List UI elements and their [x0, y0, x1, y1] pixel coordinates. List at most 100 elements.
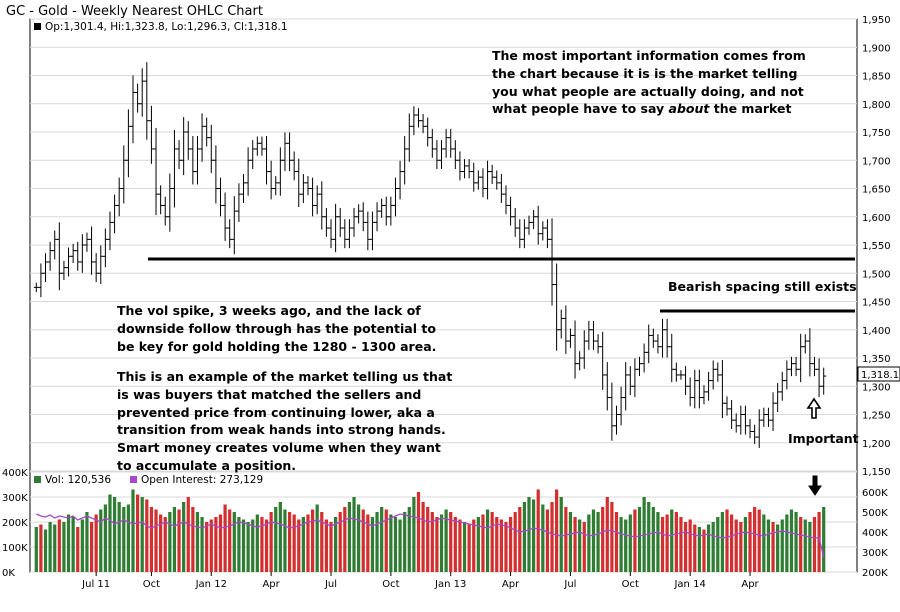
- volume-bar: [209, 519, 213, 572]
- volume-bar: [287, 512, 292, 572]
- ohlc-bar: [310, 177, 316, 217]
- time-tick-label: Jan 14: [673, 579, 705, 590]
- volume-bar: [191, 507, 195, 572]
- volume-bar: [587, 514, 591, 572]
- volume-bar: [720, 512, 725, 572]
- ohlc-bar: [351, 207, 357, 237]
- ohlc-bar: [706, 371, 712, 401]
- price-bars: [33, 62, 827, 448]
- volume-bar: [527, 497, 531, 572]
- ohlc-bar: [171, 129, 177, 208]
- volume-bar: [172, 507, 177, 572]
- ohlc-bar: [821, 367, 827, 395]
- ohlc-bar: [411, 106, 417, 136]
- volume-tick-label: 400K: [2, 468, 28, 479]
- volume-tick-label: 100K: [2, 543, 28, 554]
- ohlc-bar: [277, 147, 283, 196]
- ohlc-bar: [268, 160, 274, 200]
- ohlc-bar: [158, 185, 164, 215]
- open-interest-axis-right: 600K 500K 400K 300K 200K: [862, 488, 888, 579]
- volume-bar: [614, 512, 619, 572]
- volume-bar: [228, 509, 232, 572]
- volume-bar: [536, 489, 540, 572]
- ohlc-bar: [420, 113, 426, 134]
- ohlc-bar: [770, 392, 776, 431]
- volume-bar: [674, 512, 678, 572]
- time-tick-label: Apr: [741, 579, 759, 590]
- ohlc-bar: [761, 407, 767, 427]
- ohlc-bar: [282, 132, 288, 172]
- volume-bar: [430, 512, 434, 572]
- volume-bar: [711, 522, 715, 572]
- volume-bar: [683, 522, 688, 572]
- volume-bar: [255, 514, 259, 572]
- volume-bar: [426, 507, 430, 572]
- ohlc-bar: [287, 132, 293, 172]
- time-tick-label: Jan 13: [434, 579, 466, 590]
- ohlc-bar: [144, 62, 150, 140]
- volume-bar: [320, 512, 324, 572]
- price-tick-label: 1,250: [862, 411, 891, 422]
- volume-bar: [218, 514, 223, 572]
- volume-bar: [306, 514, 310, 572]
- volume-bar: [370, 517, 375, 572]
- volume-bar: [278, 502, 282, 572]
- ohlc-bar: [457, 151, 463, 181]
- ohlc-bar: [613, 405, 619, 435]
- volume-bar: [310, 509, 315, 572]
- volume-bar: [550, 502, 554, 572]
- volume-bar: [688, 519, 692, 572]
- volume-bars: [34, 489, 826, 572]
- ohlc-bar: [508, 196, 514, 226]
- price-tick-label: 1,350: [862, 354, 891, 365]
- volume-bar: [131, 489, 135, 572]
- volume-bar: [822, 507, 826, 572]
- ohlc-bar: [664, 318, 670, 358]
- volume-bar: [103, 504, 107, 572]
- ohlc-bar: [738, 405, 744, 435]
- ohlc-bar: [337, 207, 343, 237]
- ohlc-bar: [683, 366, 689, 396]
- ohlc-bar: [333, 203, 339, 253]
- volume-bar: [251, 519, 255, 572]
- volume-bar: [163, 517, 167, 572]
- volume-bar: [71, 517, 75, 572]
- ohlc-bar: [93, 253, 99, 283]
- volume-bar: [66, 514, 71, 572]
- ohlc-bar: [572, 320, 578, 379]
- volume-bar: [476, 517, 480, 572]
- volume-bar: [568, 512, 573, 572]
- ohlc-bar: [199, 113, 205, 162]
- volume-bar: [407, 507, 411, 572]
- volume-bar: [578, 519, 582, 572]
- volume-bar: [702, 529, 706, 572]
- volume-bar: [347, 502, 352, 572]
- volume-bar: [771, 522, 775, 572]
- ohlc-bar: [314, 185, 320, 215]
- volume-bar: [665, 514, 669, 572]
- volume-bar: [99, 509, 103, 572]
- ohlc-bar: [554, 263, 560, 351]
- volume-bar: [269, 512, 273, 572]
- volume-bar: [122, 507, 126, 572]
- volume-bar: [522, 502, 527, 572]
- volume-bar: [140, 497, 144, 572]
- volume-bar: [168, 512, 172, 572]
- volume-bar: [799, 517, 803, 572]
- ohlc-bar: [264, 136, 270, 185]
- price-tick-label: 1,900: [862, 43, 891, 54]
- ohlc-bar: [296, 158, 302, 208]
- volume-tick-label: 300K: [2, 493, 28, 504]
- ohlc-bar: [439, 140, 445, 170]
- ohlc-bar: [466, 159, 472, 179]
- volume-bar: [467, 524, 471, 572]
- volume-bar: [260, 517, 264, 572]
- ohlc-bar: [116, 177, 122, 217]
- volume-bar: [366, 514, 370, 572]
- ohlc-bar: [236, 183, 242, 222]
- volume-bar: [338, 512, 342, 572]
- ohlc-bar: [190, 136, 196, 185]
- ohlc-bar: [765, 407, 771, 427]
